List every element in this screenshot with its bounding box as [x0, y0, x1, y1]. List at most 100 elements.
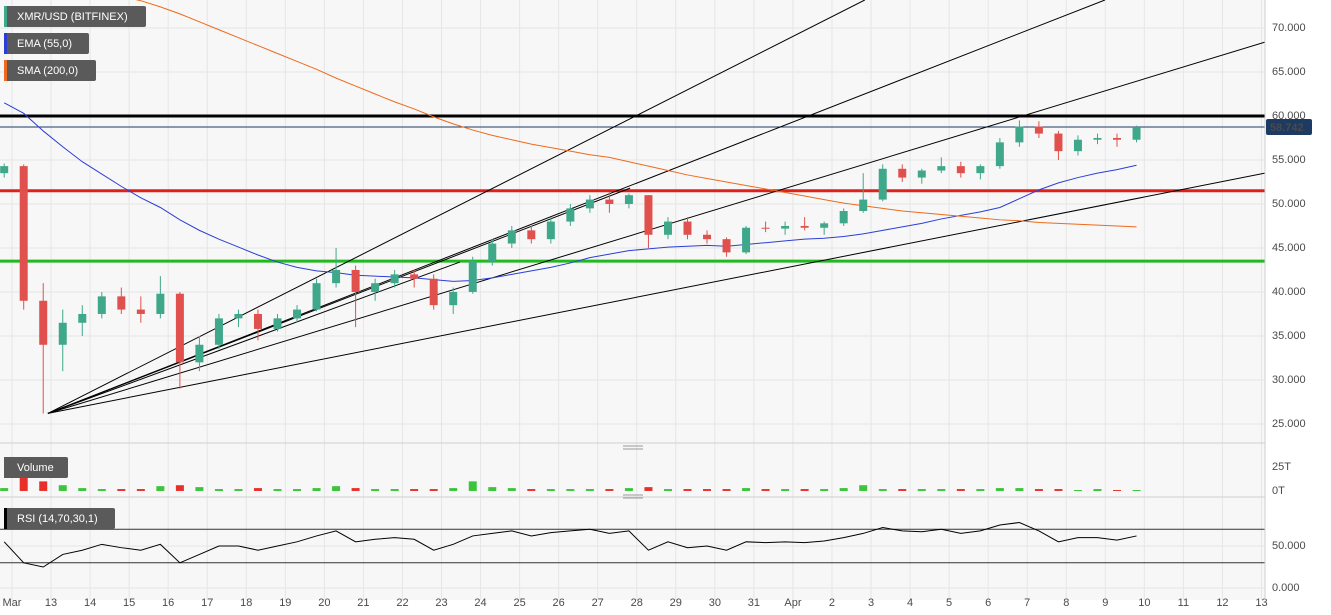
- y-tick-label: 55.000: [1272, 154, 1306, 166]
- volume-bar: [1093, 489, 1102, 491]
- volume-bar: [937, 489, 946, 491]
- candle-body: [546, 221, 555, 240]
- candle-body: [937, 166, 946, 171]
- legend-item[interactable]: Volume: [4, 457, 68, 478]
- candle-body: [351, 269, 360, 292]
- plot-background: [0, 0, 1265, 600]
- trend-line: [47, 261, 461, 414]
- rsi-tick-label: 50.000: [1272, 540, 1306, 552]
- legend-swatch: [4, 457, 7, 478]
- x-tick-label: 7: [1024, 597, 1030, 609]
- volume-bar: [136, 489, 145, 491]
- volume-bar: [1015, 488, 1024, 491]
- volume-bar: [195, 487, 204, 491]
- last-price-box: [1266, 119, 1312, 136]
- candle-body: [1132, 127, 1141, 140]
- volume-bar: [390, 489, 399, 491]
- candle-body: [507, 230, 516, 244]
- volume-tick-label: 0T: [1272, 485, 1285, 497]
- legend-box: [4, 60, 96, 81]
- volume-bar: [58, 485, 67, 491]
- legend-label: EMA (55,0): [17, 38, 72, 50]
- volume-bar: [1073, 490, 1082, 491]
- volume-bar: [39, 481, 48, 491]
- x-tick-label: 12: [1216, 597, 1228, 609]
- last-price-label: 58.742: [1270, 122, 1304, 134]
- volume-bar: [917, 489, 926, 491]
- x-tick-label: 8: [1063, 597, 1069, 609]
- volume-bar: [956, 489, 965, 491]
- drag-handle[interactable]: [623, 494, 643, 499]
- volume-bar: [449, 488, 458, 491]
- volume-bar: [468, 481, 477, 491]
- x-tick-label: 13: [45, 597, 57, 609]
- x-tick-label: 2: [829, 597, 835, 609]
- legend-box: [4, 508, 115, 529]
- legend-swatch: [4, 60, 7, 81]
- legend-item[interactable]: RSI (14,70,30,1): [4, 508, 115, 529]
- candle-body: [859, 199, 868, 212]
- candle-body: [1015, 126, 1024, 143]
- drag-handle[interactable]: [623, 445, 643, 450]
- x-tick-label: 21: [357, 597, 369, 609]
- x-tick-label: 5: [946, 597, 952, 609]
- candle-body: [332, 269, 341, 284]
- volume-bar: [371, 489, 380, 491]
- volume-bar: [253, 488, 262, 491]
- volume-bar: [859, 485, 868, 491]
- candle-body: [742, 227, 751, 253]
- x-tick-label: 30: [709, 597, 721, 609]
- volume-bar: [566, 489, 575, 491]
- legend-item[interactable]: EMA (55,0): [4, 33, 89, 54]
- candle-body: [175, 293, 184, 363]
- volume-bar: [878, 489, 887, 491]
- volume-bar: [761, 489, 770, 491]
- x-tick-label: 29: [670, 597, 682, 609]
- x-tick-label: 28: [631, 597, 643, 609]
- legend-label: Volume: [17, 462, 54, 474]
- candle-body: [683, 221, 692, 235]
- candle-body: [624, 195, 633, 204]
- volume-bar: [97, 489, 106, 491]
- candle-body: [566, 208, 575, 222]
- volume-bar: [839, 488, 848, 491]
- candle-body: [78, 313, 87, 323]
- volume-bar: [683, 489, 692, 491]
- volume-bar: [1132, 490, 1141, 491]
- volume-bar: [156, 486, 165, 491]
- volume-bar: [1054, 489, 1063, 491]
- candle-body: [390, 274, 399, 284]
- legend-item[interactable]: XMR/USD (BITFINEX): [4, 6, 146, 27]
- volume-bar: [527, 489, 536, 491]
- y-tick-label: 50.000: [1272, 198, 1306, 210]
- volume-bar: [332, 486, 341, 491]
- volume-bar: [546, 489, 555, 491]
- candle-body: [156, 293, 165, 314]
- volume-bar: [351, 488, 360, 491]
- volume-bar: [488, 487, 497, 491]
- candle-body: [839, 211, 848, 224]
- volume-bar: [293, 489, 302, 491]
- y-tick-label: 45.000: [1272, 242, 1306, 254]
- volume-tick-label: 25T: [1272, 461, 1291, 473]
- volume-bar: [898, 489, 907, 491]
- legend-box: [4, 33, 89, 54]
- candle-body: [136, 309, 145, 314]
- candle-body: [488, 243, 497, 262]
- legend-label: RSI (14,70,30,1): [17, 513, 98, 525]
- x-tick-label: 27: [592, 597, 604, 609]
- candle-body: [644, 195, 653, 235]
- volume-bar: [703, 489, 712, 491]
- candle-body: [19, 166, 28, 301]
- candle-body: [253, 313, 262, 329]
- candle-body: [585, 199, 594, 209]
- candle-body: [703, 234, 712, 240]
- y-tick-label: 25.000: [1272, 418, 1306, 430]
- volume-bar: [605, 489, 614, 491]
- x-tick-label: 13: [1255, 597, 1267, 609]
- candle-body: [273, 318, 282, 329]
- candle-body: [97, 296, 106, 314]
- legend-item[interactable]: SMA (200,0): [4, 60, 96, 81]
- volume-bar: [234, 489, 243, 491]
- candle-body: [429, 278, 438, 306]
